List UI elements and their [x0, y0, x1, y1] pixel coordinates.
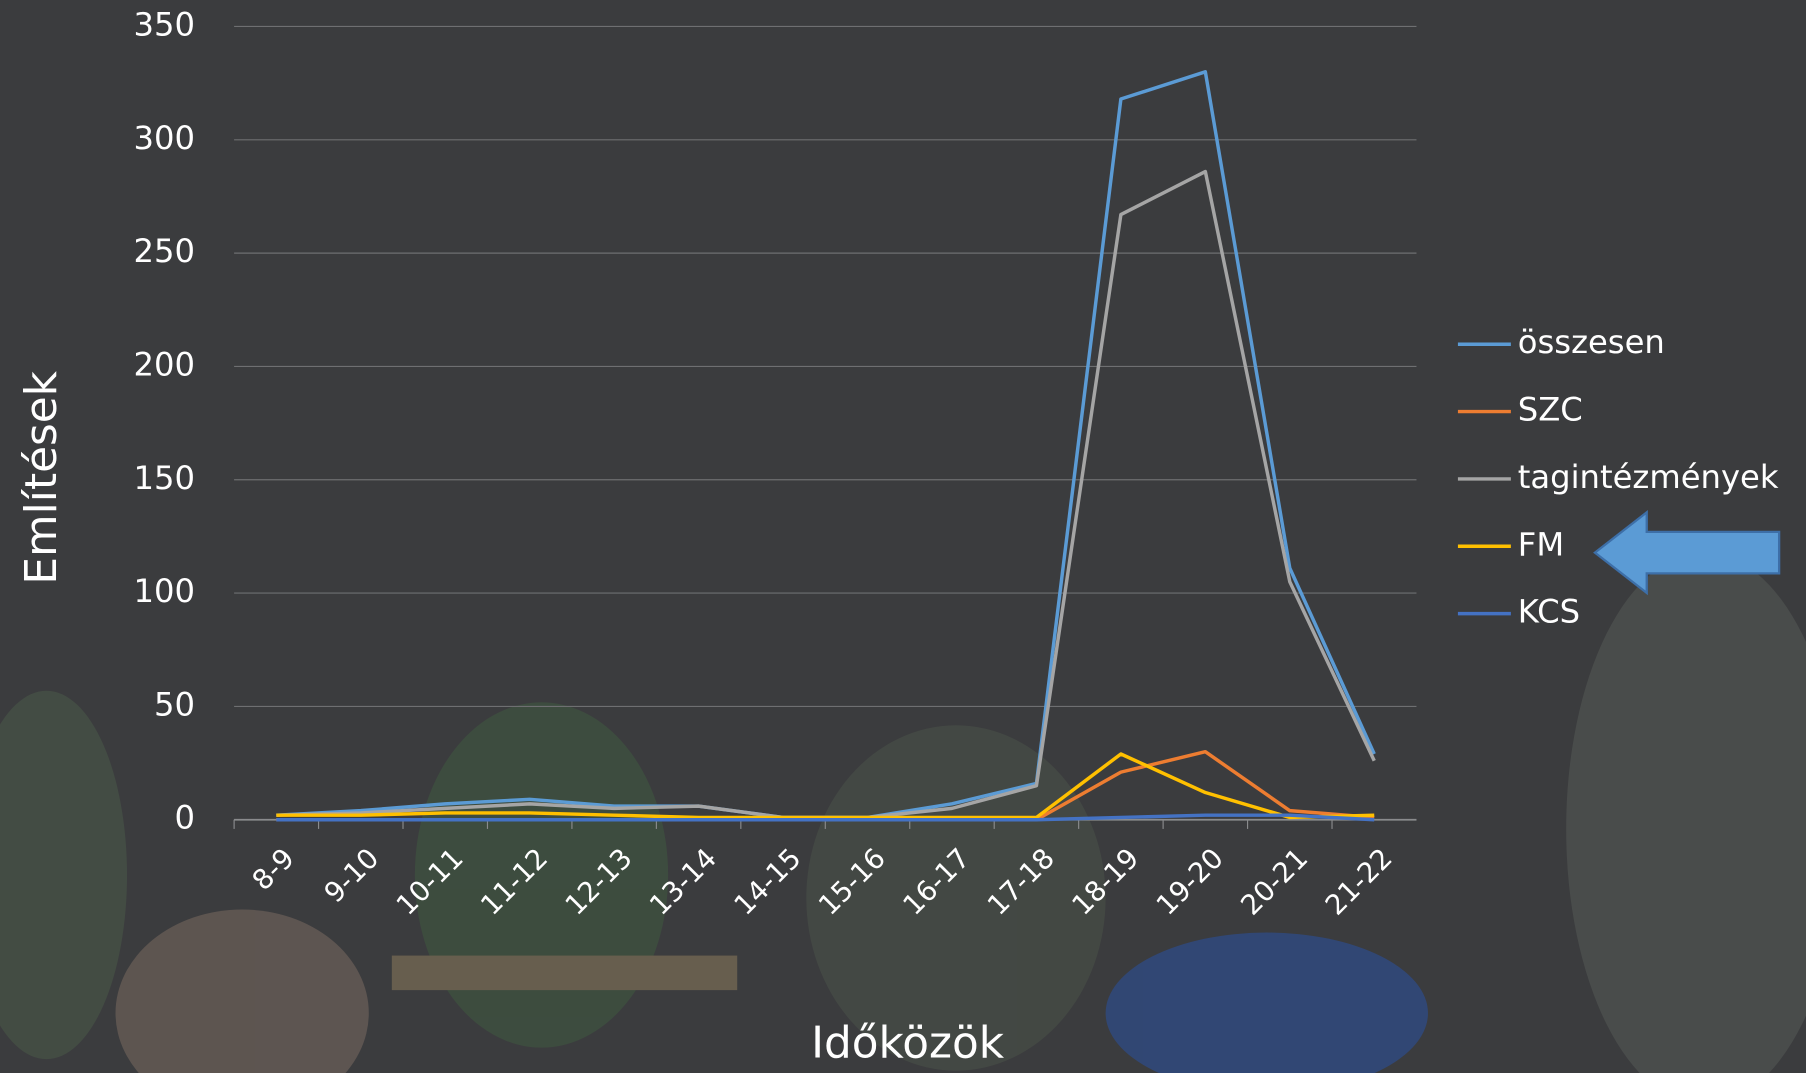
legend-label: FM: [1518, 525, 1564, 563]
y-tick-label: 150: [133, 459, 195, 497]
arrow: [1593, 509, 1781, 596]
y-axis-title: Említések: [16, 370, 67, 584]
y-tick-label: 50: [154, 685, 195, 723]
y-tick-label: 300: [133, 119, 195, 157]
series-line: [276, 813, 1375, 822]
legend-label: összesen: [1518, 323, 1665, 361]
x-axis-title: Időközök: [811, 1017, 1005, 1068]
legend-label: SZC: [1518, 391, 1583, 429]
y-tick-label: 350: [133, 5, 195, 43]
series-line: [276, 752, 1375, 820]
legend-label: KCS: [1518, 593, 1580, 631]
y-tick-label: 0: [174, 799, 195, 837]
y-tick-label: 250: [133, 232, 195, 270]
y-tick-label: 100: [133, 572, 195, 610]
y-tick-label: 200: [133, 345, 195, 383]
legend-label: tagintézmények: [1518, 458, 1779, 496]
background-photos: [0, 552, 1806, 1073]
